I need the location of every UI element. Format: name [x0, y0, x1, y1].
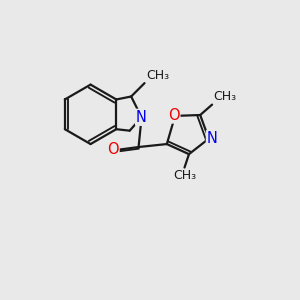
- Text: N: N: [207, 131, 218, 146]
- Text: CH₃: CH₃: [146, 69, 169, 82]
- Text: CH₃: CH₃: [213, 90, 236, 104]
- Text: O: O: [107, 142, 118, 158]
- Text: CH₃: CH₃: [173, 169, 196, 182]
- Text: N: N: [136, 110, 147, 125]
- Text: O: O: [168, 107, 179, 122]
